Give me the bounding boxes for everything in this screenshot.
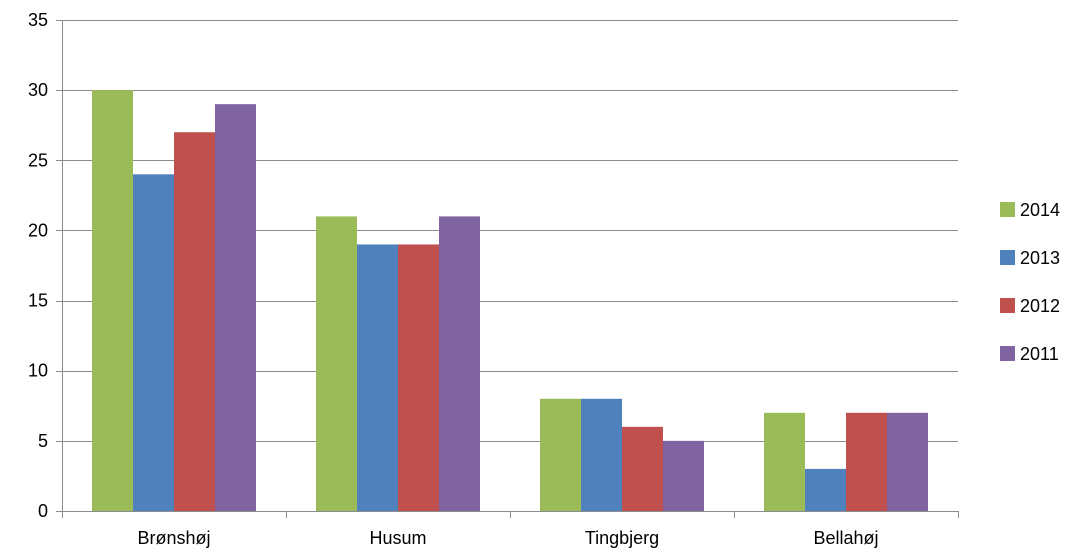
bar-2014-3 xyxy=(764,412,805,511)
bar-2014-0 xyxy=(92,90,133,512)
bar-2013-1 xyxy=(357,244,398,511)
y-tick-label: 10 xyxy=(28,361,48,381)
legend: 2014 2013 2012 2011 xyxy=(1000,200,1060,364)
y-tick-label: 5 xyxy=(38,431,48,451)
bar-2012-0 xyxy=(174,132,215,511)
y-tick-label: 20 xyxy=(28,220,48,240)
bar-2014-1 xyxy=(316,216,357,511)
legend-label: 2011 xyxy=(1020,344,1059,364)
x-category-label: Brønshøj xyxy=(137,528,210,548)
legend-label: 2012 xyxy=(1020,296,1060,316)
bar-2012-2 xyxy=(622,426,663,511)
legend-swatch-2013 xyxy=(1000,250,1015,265)
legend-swatch-2012 xyxy=(1000,298,1015,313)
legend-swatch-2011 xyxy=(1000,346,1015,361)
bar-2011-2 xyxy=(663,440,704,511)
legend-label: 2014 xyxy=(1020,200,1060,220)
bar-2013-3 xyxy=(805,468,846,511)
bar-2012-3 xyxy=(846,412,887,511)
bar-2013-0 xyxy=(133,174,174,512)
x-axis-category-labels: Brønshøj Husum Tingbjerg Bellahøj xyxy=(137,528,878,548)
bar-2012-1 xyxy=(398,244,439,511)
y-tick-label: 0 xyxy=(38,501,48,521)
y-tick-label: 35 xyxy=(28,10,48,30)
x-category-label: Husum xyxy=(369,528,426,548)
y-axis-tick-labels: 0 5 10 15 20 25 30 35 xyxy=(28,10,48,521)
x-category-label: Tingbjerg xyxy=(585,528,659,548)
bars xyxy=(92,90,928,512)
y-tick-label: 25 xyxy=(28,150,48,170)
axes xyxy=(56,20,959,518)
x-category-label: Bellahøj xyxy=(813,528,878,548)
legend-label: 2013 xyxy=(1020,248,1060,268)
bar-2011-1 xyxy=(439,216,480,511)
bar-2011-3 xyxy=(887,412,928,511)
y-tick-label: 30 xyxy=(28,80,48,100)
legend-swatch-2014 xyxy=(1000,202,1015,217)
bar-2011-0 xyxy=(215,104,256,512)
y-tick-label: 15 xyxy=(28,291,48,311)
bar-2013-2 xyxy=(581,398,622,511)
bar-2014-2 xyxy=(540,398,581,511)
